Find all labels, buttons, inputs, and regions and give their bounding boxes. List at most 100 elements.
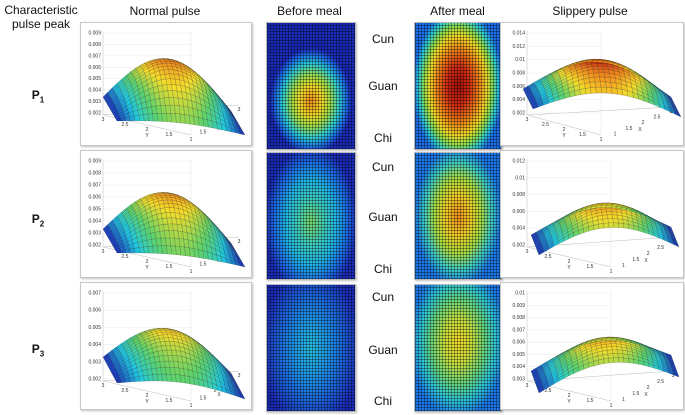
surface-mesh — [530, 202, 680, 256]
z-tick-label: 0.009 — [512, 303, 525, 309]
position-cun-p3: Cun — [371, 290, 394, 304]
z-tick-label: 0.008 — [512, 192, 525, 198]
z-tick-label: 0.006 — [512, 84, 525, 90]
z-tick-label: 0.008 — [88, 171, 101, 177]
xy-tick-label: 3 — [102, 383, 105, 389]
z-tick-label: 0.007 — [88, 53, 101, 59]
z-tick-label: 0.006 — [512, 340, 525, 346]
xy-tick-label: 3 — [102, 117, 105, 123]
header-characteristic: Characteristic pulse peak — [4, 3, 78, 31]
z-tick-label: 0.007 — [512, 327, 525, 333]
z-tick-label: 0.007 — [88, 183, 101, 189]
z-tick-label: 0.002 — [88, 243, 101, 249]
xy-tick-label: 2.5 — [545, 388, 552, 394]
xy-tick-label: 2 — [568, 393, 571, 399]
xy-tick-label: 1 — [610, 269, 613, 275]
normal-pulse-surface-p1: 0.009 0.008 0.007 0.006 0.005 0.004 0.003 0.002… — [80, 22, 252, 146]
z-tick-label: 0.014 — [512, 31, 525, 37]
slippery-pulse-surface-p3: 0.01 0.009 0.008 0.007 0.006 0.005 0.004 0.003 3… — [500, 282, 684, 410]
z-tick-label: 0.003 — [88, 99, 101, 105]
normal-surface-plot-p3: 0.0070.0060.0050.0040.0030.00232.521.511… — [88, 291, 246, 409]
xy-tick-label: 1 — [190, 137, 193, 143]
z-tick-label: 0.003 — [88, 231, 101, 237]
z-tick-label: 0.004 — [88, 219, 101, 225]
position-chi-p1: Chi — [373, 131, 392, 145]
surface-mesh — [522, 59, 682, 118]
normal-pulse-surface-p2: 0.009 0.008 0.007 0.006 0.005 0.004 0.003 0.002… — [80, 150, 252, 278]
xy-tick-label: 1.5 — [626, 126, 633, 132]
z-tick-label: 0.004 — [512, 97, 525, 103]
z-tick-label: 0.002 — [88, 377, 101, 383]
z-tick-label: 0.002 — [88, 111, 101, 117]
xy-tick-label: 1 — [622, 263, 625, 269]
xy-tick-label: 1.5 — [200, 262, 207, 268]
x-axis-letter: X — [638, 127, 642, 133]
z-tick-label: 0.012 — [512, 159, 525, 165]
z-tick-label: 0.002 — [512, 243, 525, 249]
position-guan-p1: Guan — [368, 79, 398, 93]
slippery-pulse-surface-p1: 0.014 0.012 0.01 0.008 0.006 0.004 0.002 3 2.5 2 1… — [500, 22, 684, 146]
xy-tick-label: 2.5 — [122, 388, 129, 394]
xy-tick-label: 2 — [214, 388, 217, 394]
z-tick-label: 0.006 — [88, 195, 101, 201]
xy-tick-label: 2.5 — [122, 122, 129, 128]
before-meal-heatmap-p3 — [266, 284, 356, 412]
xy-tick-label: 2 — [642, 120, 645, 126]
after-meal-heatmap-p3 — [414, 284, 502, 412]
position-cun-p2: Cun — [371, 160, 394, 174]
surface-mesh — [102, 192, 246, 268]
xy-tick-label: 2.5 — [654, 115, 661, 121]
z-tick-label: 0.007 — [88, 291, 101, 297]
z-tick-label: 0.006 — [88, 65, 101, 71]
z-tick-label: 0.01 — [515, 175, 525, 181]
xy-tick-label: 1 — [614, 131, 617, 137]
xy-tick-label: 3 — [526, 383, 529, 389]
xy-tick-label: 2.5 — [657, 245, 664, 251]
row-label-p2: P2 — [31, 212, 45, 229]
xy-tick-label: 2.5 — [545, 254, 552, 260]
position-cun-p1: Cun — [371, 32, 394, 46]
y-axis-letter: Y — [567, 399, 571, 405]
xy-tick-label: 2 — [647, 385, 650, 391]
xy-tick-label: 1.5 — [632, 257, 639, 263]
before-meal-heatmap-p2 — [266, 152, 356, 280]
xy-tick-label: 3 — [672, 373, 675, 379]
xy-tick-label: 1 — [190, 269, 193, 275]
xy-tick-label: 1.5 — [200, 130, 207, 136]
header-before-meal: Before meal — [277, 4, 342, 18]
header-after-meal: After meal — [430, 4, 485, 18]
z-tick-label: 0.01 — [515, 291, 525, 297]
slippery-pulse-surface-p2: 0.012 0.01 0.008 0.006 0.004 0.002 3 2.5 2 1.5 1 1 1… — [500, 150, 684, 278]
position-chi-p3: Chi — [373, 394, 392, 408]
xy-tick-label: 1.5 — [166, 132, 173, 138]
xy-tick-label: 3 — [526, 117, 529, 123]
z-tick-label: 0.003 — [512, 377, 525, 383]
xy-tick-label: 2 — [146, 127, 149, 133]
after-meal-heatmap-p2 — [414, 152, 502, 280]
slippery-surface-plot-p3: 0.010.0090.0080.0070.0060.0050.0040.0033… — [512, 291, 680, 409]
position-chi-p2: Chi — [373, 262, 392, 276]
before-meal-heatmap-p1 — [266, 22, 356, 150]
y-axis-letter: Y — [145, 265, 149, 271]
header-slippery-pulse: Slippery pulse — [552, 4, 628, 18]
z-tick-label: 0.004 — [88, 88, 101, 94]
xy-tick-label: 1 — [610, 403, 613, 409]
y-axis-letter: Y — [145, 399, 149, 405]
position-guan-p3: Guan — [368, 343, 398, 357]
z-tick-label: 0.005 — [88, 76, 101, 82]
x-axis-letter: X — [217, 392, 221, 398]
z-tick-label: 0.008 — [88, 42, 101, 48]
xy-tick-label: 1 — [622, 397, 625, 403]
xy-tick-label: 3 — [238, 373, 241, 379]
xy-tick-label: 2 — [568, 259, 571, 265]
surface-mesh — [102, 58, 246, 136]
z-tick-label: 0.01 — [515, 57, 525, 63]
surface-mesh — [102, 328, 246, 400]
z-tick-label: 0.008 — [512, 71, 525, 77]
xy-tick-label: 2 — [146, 393, 149, 399]
z-tick-label: 0.009 — [88, 31, 101, 37]
z-tick-label: 0.004 — [512, 364, 525, 370]
z-tick-label: 0.006 — [512, 209, 525, 215]
